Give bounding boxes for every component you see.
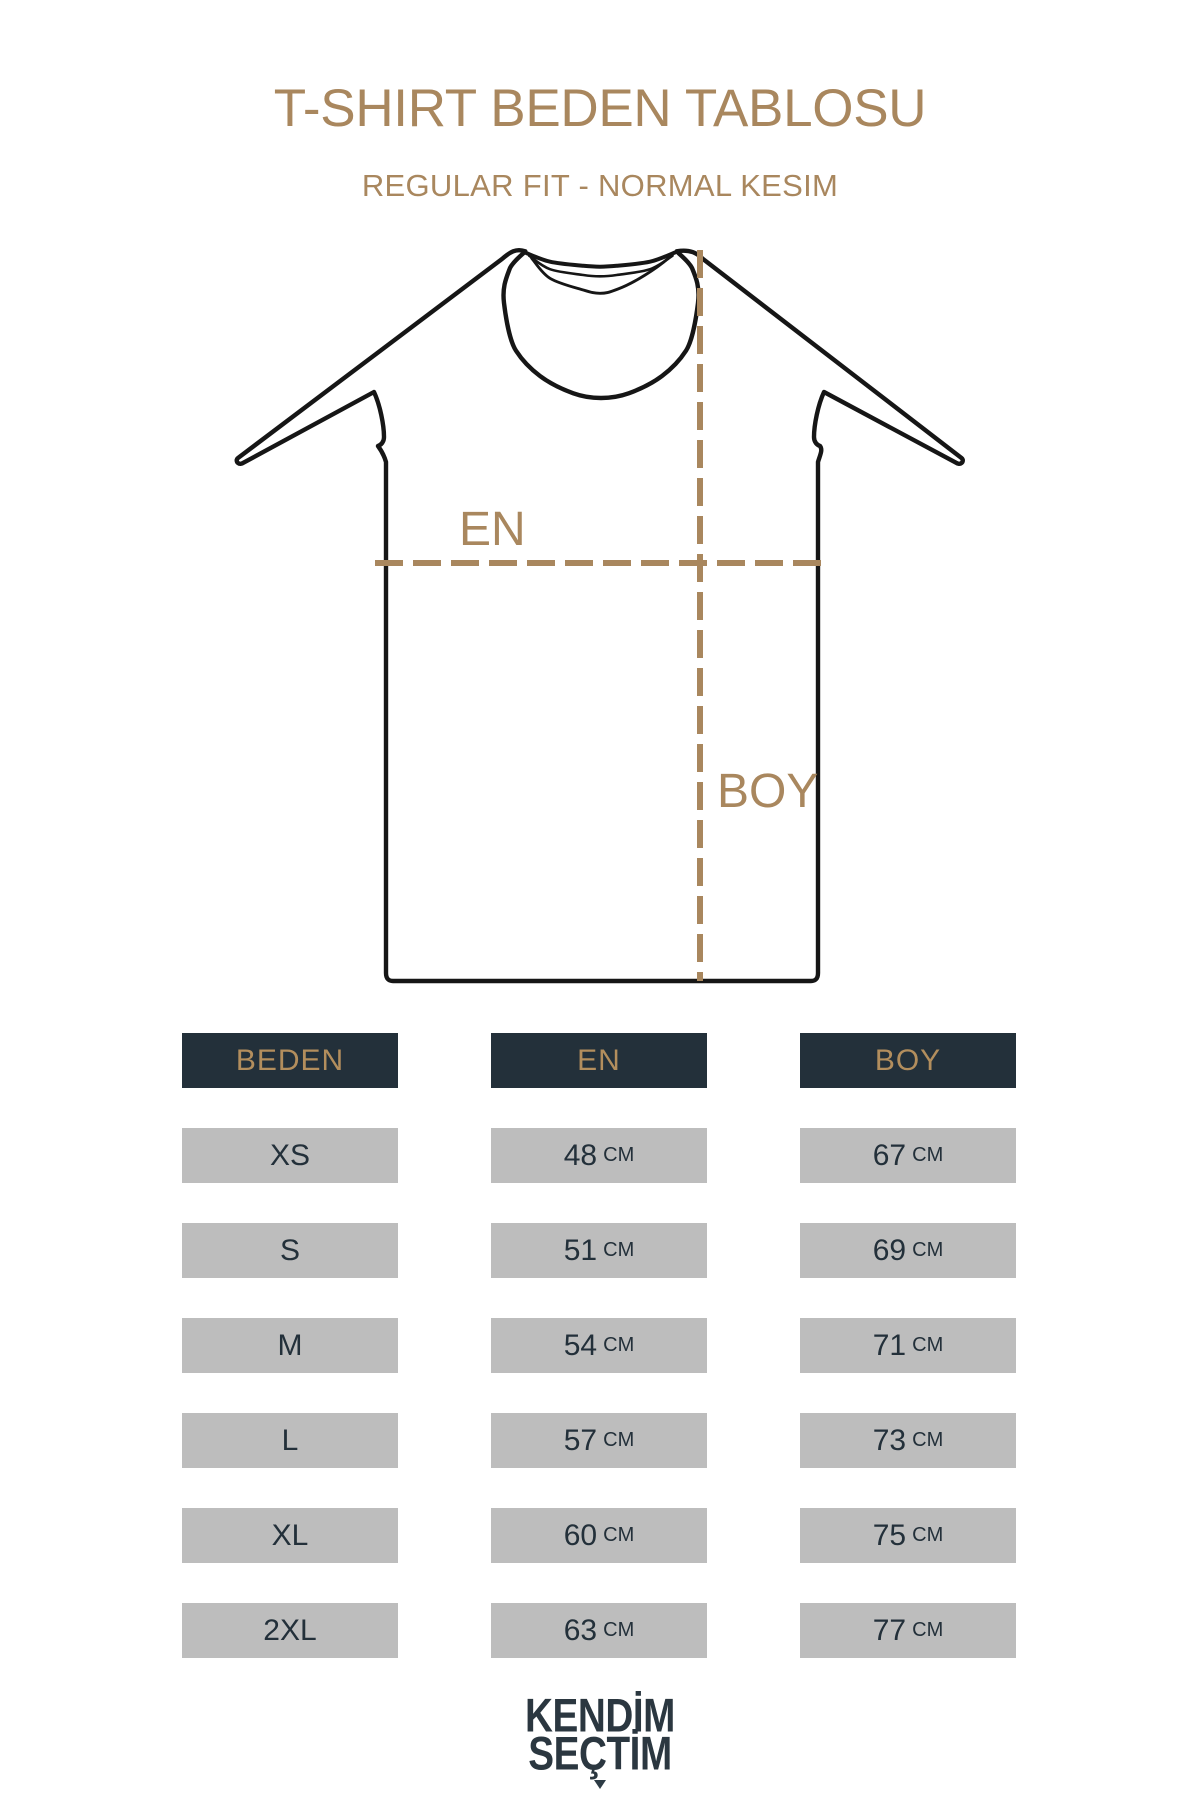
svg-text:EN: EN — [459, 503, 526, 556]
svg-text:BOY: BOY — [717, 765, 818, 818]
